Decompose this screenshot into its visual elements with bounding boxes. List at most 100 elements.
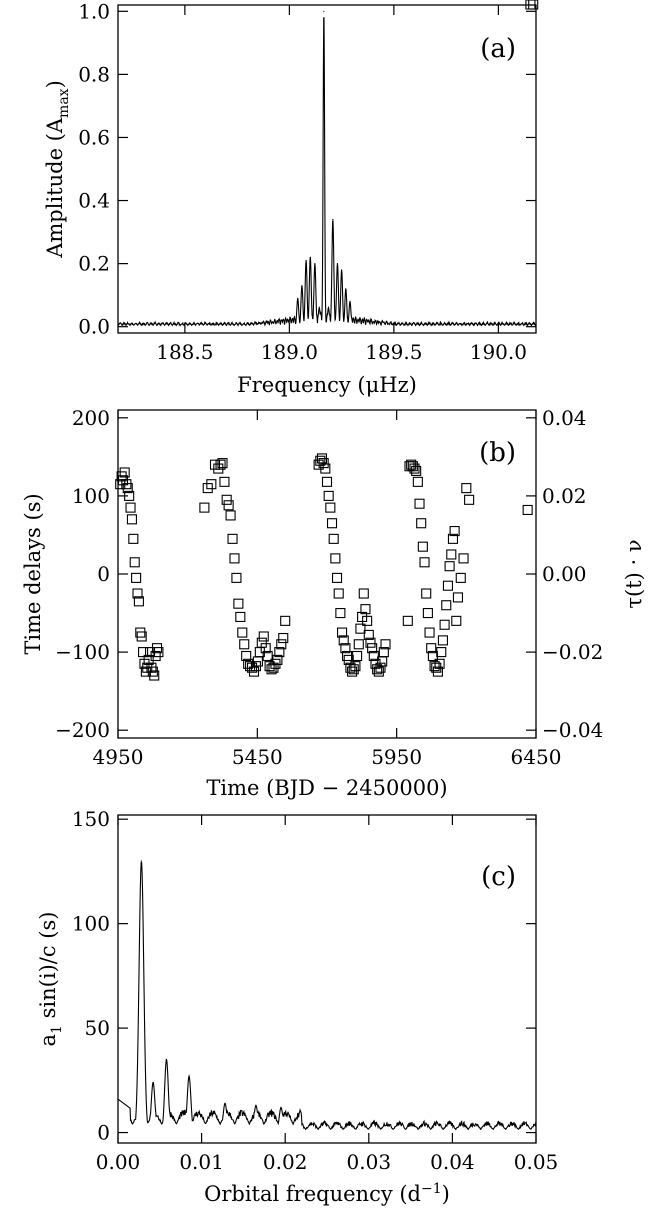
time-delay-point <box>350 661 361 672</box>
panel-b-label: (b) <box>479 438 516 468</box>
panel-c-y-axis-label: a1 sin(i)/c (s) <box>36 912 65 1047</box>
time-delay-point <box>266 664 277 675</box>
time-delay-point <box>147 666 158 677</box>
panel-b-right-y-axis-label: τ(t) · ν <box>622 539 646 608</box>
panel-b-y-axis-label: Time delays (s) <box>21 493 45 654</box>
y-tick-label: 0.0 <box>78 315 110 339</box>
spectrum-peak <box>309 256 311 258</box>
panel-a-label: (a) <box>480 34 516 64</box>
time-delay-point <box>451 615 462 626</box>
time-delay-point <box>272 654 283 665</box>
time-delay-point <box>442 580 453 591</box>
time-delay-point <box>431 662 442 673</box>
x-tick-label: 0.05 <box>514 1150 559 1174</box>
spectrum-peak <box>297 297 299 299</box>
y-tick-label: 150 <box>72 807 110 831</box>
right-y-tick-label: 0.04 <box>542 406 587 430</box>
time-delay-point <box>328 533 339 544</box>
time-delay-point <box>436 647 447 658</box>
time-delay-point <box>321 476 333 487</box>
time-delay-point <box>417 541 428 552</box>
orbital-peak <box>188 1075 190 1077</box>
time-delay-point <box>237 627 248 638</box>
time-delay-point <box>411 465 422 476</box>
spectrum-peak <box>341 269 343 271</box>
time-delay-point <box>375 662 386 673</box>
time-delay-point <box>138 647 149 658</box>
time-delay-point <box>522 504 533 516</box>
time-delay-point <box>217 458 228 469</box>
time-delay-point <box>264 661 275 672</box>
time-delay-point <box>129 557 140 568</box>
panel-a-ticks: 188.5 189.0 189.5 190.0 0.0 0.2 0.4 0.6 0.8 1.0 <box>78 0 536 364</box>
time-delay-point <box>368 650 379 662</box>
time-delay-point <box>416 518 427 529</box>
time-delay-point <box>119 467 130 478</box>
panel-c-frame <box>117 814 537 1144</box>
time-delay-point <box>318 458 329 469</box>
orbital-frequency-line <box>117 861 537 1131</box>
time-delay-point <box>347 666 358 677</box>
time-delay-point <box>402 615 413 626</box>
x-tick-label: 190.0 <box>470 340 527 364</box>
orbital-peak <box>140 860 143 862</box>
time-delay-point <box>278 632 289 644</box>
spectrum-peak <box>327 307 330 309</box>
x-tick-label: 0.00 <box>96 1150 141 1174</box>
time-delay-point <box>209 459 221 470</box>
time-delay-point <box>262 650 273 662</box>
x-tick-label: 4950 <box>93 745 144 769</box>
time-delay-point <box>231 572 242 583</box>
time-delay-point <box>219 476 230 487</box>
panel-c-x-axis-label: Orbital frequency (d−1) <box>204 1181 450 1206</box>
time-delay-point <box>342 650 353 662</box>
spectrum-peak <box>345 288 347 290</box>
y-tick-label: 100 <box>72 912 110 936</box>
time-delay-point <box>248 666 260 677</box>
orbital-peak <box>280 1106 282 1109</box>
time-delay-point <box>260 643 271 654</box>
time-delay-point <box>121 479 132 490</box>
x-tick-label: 189.0 <box>261 340 318 364</box>
time-delay-point <box>452 592 464 603</box>
panel-a-x-axis-label: Frequency (μHz) <box>237 373 417 397</box>
panel-a-plot-area <box>117 10 537 327</box>
time-delay-point <box>151 643 163 654</box>
time-delay-point <box>427 650 438 662</box>
time-delay-point <box>131 572 142 583</box>
time-delay-point <box>439 619 450 630</box>
time-delay-point <box>447 533 459 544</box>
panel-c-ticks: 0.00 0.01 0.02 0.03 0.04 0.05 0 50 100 150 <box>72 807 558 1174</box>
time-delay-point <box>235 611 246 623</box>
time-delay-point <box>360 604 371 615</box>
panel-b-x-axis-label: Time (BJD − 2450000) <box>206 776 447 800</box>
time-delay-point <box>150 650 161 662</box>
y-tick-label: 200 <box>72 406 110 430</box>
time-delay-point <box>378 647 389 658</box>
x-tick-label: 5950 <box>371 745 422 769</box>
panel-c-plot-area <box>117 860 537 1131</box>
time-delay-point <box>256 637 267 648</box>
spectrum-peak <box>349 300 351 303</box>
time-delay-point <box>367 643 378 654</box>
time-delay-point <box>355 623 366 634</box>
x-tick-label: 188.5 <box>156 340 213 364</box>
orbital-peak <box>224 1102 226 1104</box>
time-delay-point <box>409 463 420 474</box>
panel-c-label: (c) <box>481 862 516 892</box>
spectrum-peak <box>314 263 316 265</box>
time-delay-point <box>225 510 236 521</box>
time-delay-point <box>441 600 452 611</box>
orbital-peak <box>165 1058 168 1061</box>
time-delay-point <box>125 502 136 513</box>
amplitude-spectrum-line <box>117 17 537 327</box>
orbital-peak <box>152 1081 154 1084</box>
time-delay-point <box>461 483 472 494</box>
time-delay-point <box>143 654 154 665</box>
x-tick-label: 5450 <box>232 745 283 769</box>
time-delay-point <box>432 666 443 677</box>
x-tick-label: 189.5 <box>365 340 422 364</box>
y-tick-label: 0.6 <box>78 125 110 149</box>
y-tick-label: 0.4 <box>78 189 110 213</box>
time-delay-point <box>373 666 384 677</box>
